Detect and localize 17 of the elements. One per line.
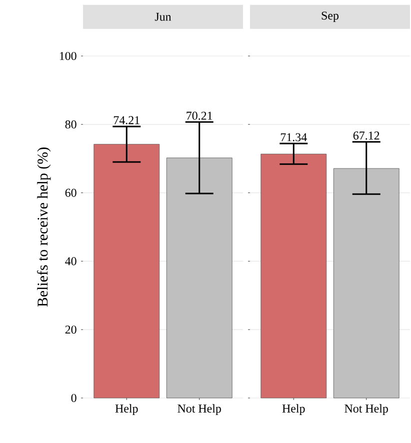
data-label: 71.34 [280, 133, 307, 142]
chart-title: Sep [322, 12, 339, 22]
x-tick-label: Not Help [344, 404, 388, 416]
data-label: 74.21 [114, 116, 140, 124]
x-tick-label: Help [115, 404, 138, 416]
y-tick-label: 0 [71, 394, 76, 402]
x-tick-label: Not Help [178, 404, 221, 416]
y-tick-label: 100 [60, 52, 76, 60]
chart-title: Jun [154, 12, 172, 21]
y-tick-label: 80 [65, 120, 76, 128]
y-tick-label: 60 [65, 188, 76, 197]
y-tick-label: 40 [65, 257, 76, 266]
data-label: 70.21 [186, 112, 212, 120]
y-tick-label: 20 [65, 326, 76, 334]
x-tick-label: Help [282, 404, 305, 416]
y-axis-title: Beliefs to receive help (%) [37, 148, 51, 307]
data-label: 67.12 [353, 132, 380, 140]
